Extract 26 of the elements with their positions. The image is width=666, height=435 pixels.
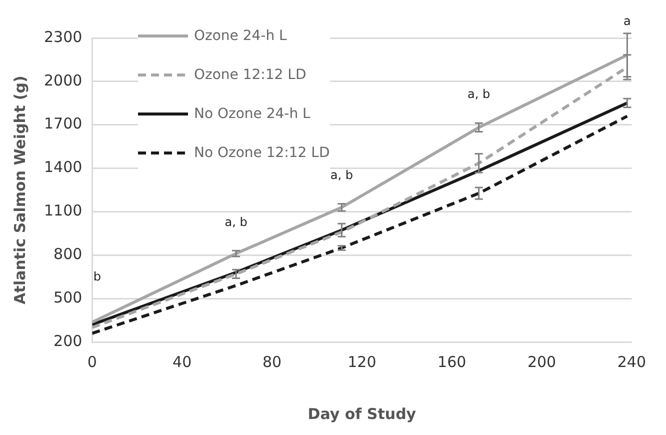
y-tick-label: 2300	[44, 28, 82, 46]
x-tick-label: 200	[527, 352, 556, 371]
x-tick-label: 240	[617, 352, 646, 371]
y-tick-label: 1700	[44, 114, 82, 133]
annotation: a, b	[224, 214, 248, 229]
legend-label: Ozone 12:12 LD	[194, 66, 306, 82]
annotation: a, b	[330, 168, 353, 182]
y-tick-label: 500	[54, 288, 82, 306]
x-tick-label: 160	[438, 352, 466, 371]
legend-label: No Ozone 12:12 LD	[194, 144, 330, 160]
annotation: b	[93, 269, 101, 284]
y-axis-title: Atlantic Salmon Weight (g)	[10, 76, 29, 304]
text: a	[624, 14, 631, 28]
x-tick-label: 120	[348, 352, 376, 371]
x-tick-label: 0	[87, 352, 97, 371]
x-axis-title: Day of Study	[308, 404, 416, 423]
y-tick-label: 800	[54, 245, 82, 264]
x-tick-label: 40	[172, 352, 192, 371]
legend-label: Ozone 24-h L	[194, 28, 287, 44]
y-tick-label: 2000	[44, 71, 82, 90]
x-tick-label: 80	[262, 352, 282, 371]
y-tick-label: 200	[54, 332, 82, 350]
y-tick-label: 1100	[44, 202, 82, 220]
y-tick-label: 1400	[44, 158, 82, 176]
legend-label: No Ozone 24-h L	[194, 106, 310, 122]
annotation: a, b	[468, 87, 490, 102]
